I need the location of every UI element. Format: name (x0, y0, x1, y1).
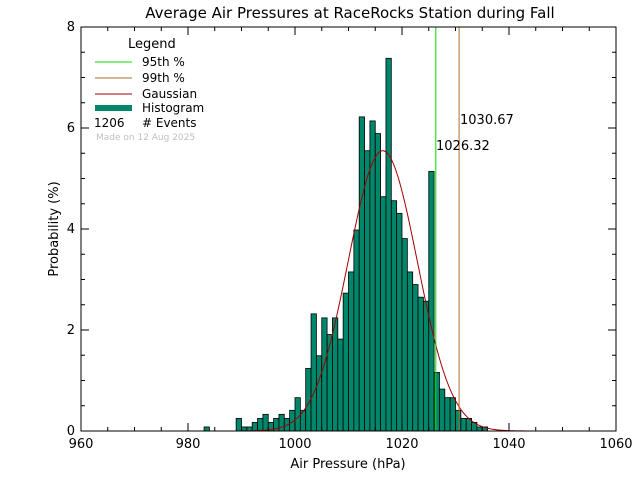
histogram-bar (444, 397, 451, 432)
legend-events-label: # Events (142, 116, 197, 130)
histogram-bar (315, 355, 323, 432)
legend-p95-label: 95th % (142, 55, 185, 69)
y-tick-label: 0 (67, 424, 75, 439)
histogram-bar (380, 196, 387, 432)
histogram-bar (294, 397, 301, 432)
legend-p99-label: 99th % (142, 71, 185, 85)
histogram-bar (235, 417, 242, 432)
generation-date-note: Made on 12 Aug 2025 (96, 133, 195, 143)
histogram-bar (257, 417, 264, 432)
y-axis-label: Probability (%) (47, 181, 62, 276)
histogram-bar (412, 284, 419, 432)
histogram-bar (449, 397, 456, 432)
histogram-bar (374, 133, 381, 432)
histogram-bar (348, 271, 355, 432)
p99-value-label: 1030.67 (460, 113, 514, 128)
histogram-bar (476, 426, 483, 432)
histogram-bar (262, 413, 269, 432)
plot-area (81, 57, 616, 432)
histogram-bar (428, 171, 435, 432)
legend-histogram-label: Histogram (142, 101, 204, 115)
histogram-bar (337, 338, 344, 432)
x-tick-label: 960 (69, 437, 94, 452)
x-ticks: 960 980 1000 1020 1040 1060 (69, 27, 633, 452)
x-tick-label: 1060 (599, 437, 632, 452)
y-tick-label: 8 (67, 20, 75, 35)
histogram-bar (396, 212, 403, 432)
y-tick-label: 6 (67, 121, 75, 136)
histogram-bar (455, 409, 462, 432)
histogram-bar (342, 292, 349, 432)
histogram-bar (353, 229, 360, 432)
histogram-bar (203, 426, 210, 432)
x-tick-label: 980 (176, 437, 201, 452)
histogram-bar (390, 200, 398, 432)
y-ticks: 0 2 4 6 8 (67, 20, 616, 439)
x-tick-label: 1040 (492, 437, 525, 452)
histogram-bar (439, 388, 446, 432)
histogram-bar (326, 334, 333, 432)
histogram-bar (364, 150, 371, 432)
x-tick-label: 1000 (278, 437, 311, 452)
histogram-bar (460, 417, 467, 432)
histogram-bar (332, 317, 339, 432)
x-tick-label: 1020 (385, 437, 418, 452)
chart-title: Average Air Pressures at RaceRocks Stati… (145, 4, 554, 22)
histogram-bar (251, 422, 258, 432)
legend-title: Legend (128, 37, 176, 52)
histogram-bar (358, 116, 365, 432)
y-tick-label: 4 (67, 222, 75, 237)
x-axis-label: Air Pressure (hPa) (290, 457, 405, 472)
legend: Legend 95th % 99th % Gaussian Histogram … (94, 37, 204, 143)
histogram-bar (406, 271, 414, 432)
histogram-bar (310, 313, 317, 432)
histogram-bar (417, 296, 424, 432)
histogram-bar (433, 372, 440, 432)
histogram-bar (422, 300, 430, 432)
histogram-bar (385, 57, 392, 432)
histogram-bar (401, 238, 408, 432)
histogram-bar (321, 317, 328, 432)
y-tick-label: 2 (67, 323, 75, 338)
p95-value-label: 1026.32 (436, 139, 490, 154)
legend-events-count: 1206 (94, 116, 125, 130)
legend-gaussian-label: Gaussian (142, 87, 197, 101)
histogram-bar (278, 413, 285, 432)
